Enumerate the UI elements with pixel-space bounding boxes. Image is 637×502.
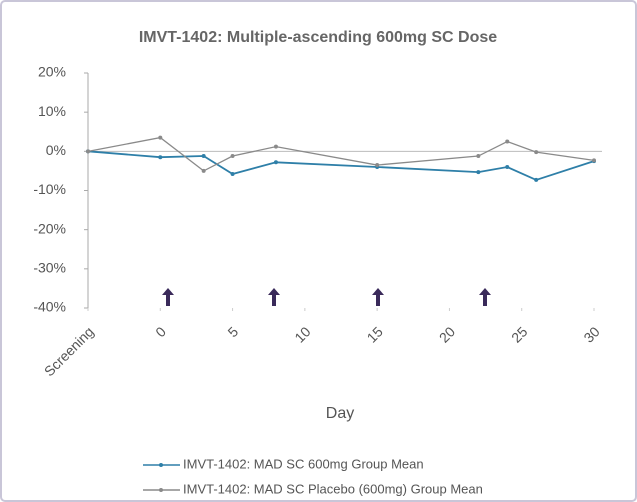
- point: [592, 158, 596, 163]
- point: [273, 144, 278, 149]
- y-tick-label: -40%: [33, 299, 66, 315]
- point: [201, 154, 206, 159]
- point: [230, 172, 235, 177]
- y-tick-label: -20%: [33, 220, 66, 236]
- point: [375, 163, 380, 168]
- dose-arrow: [372, 288, 384, 306]
- y-tick-label: 20%: [38, 64, 66, 80]
- y-tick-label: 10%: [38, 103, 66, 119]
- chart-title: IMVT-1402: Multiple-ascending 600mg SC D…: [139, 29, 497, 46]
- point: [534, 177, 539, 182]
- y-tick-label: 0%: [46, 142, 66, 158]
- point: [230, 154, 235, 159]
- y-tick-label: -30%: [33, 260, 66, 276]
- series-line: [87, 150, 595, 181]
- point: [505, 139, 510, 144]
- dose-arrow: [479, 288, 491, 306]
- dose-arrow: [162, 288, 174, 306]
- y-tick-label: -10%: [33, 181, 66, 197]
- dose-arrow: [268, 288, 280, 306]
- point: [86, 149, 90, 154]
- point: [201, 168, 206, 173]
- legend-marker: [159, 463, 163, 467]
- series-line: [87, 136, 595, 172]
- dose-arrows: [162, 288, 491, 306]
- point: [505, 165, 510, 169]
- x-axis-label: Day: [326, 405, 354, 422]
- point: [534, 150, 539, 155]
- legend-label: IMVT-1402: MAD SC 600mg Group Mean: [183, 456, 424, 471]
- point: [158, 135, 163, 140]
- point: [158, 155, 163, 160]
- legend-label: IMVT-1402: MAD SC Placebo (600mg) Group …: [183, 481, 483, 496]
- point: [273, 160, 278, 165]
- legend-marker: [159, 488, 163, 492]
- point: [476, 154, 481, 159]
- point: [476, 170, 481, 175]
